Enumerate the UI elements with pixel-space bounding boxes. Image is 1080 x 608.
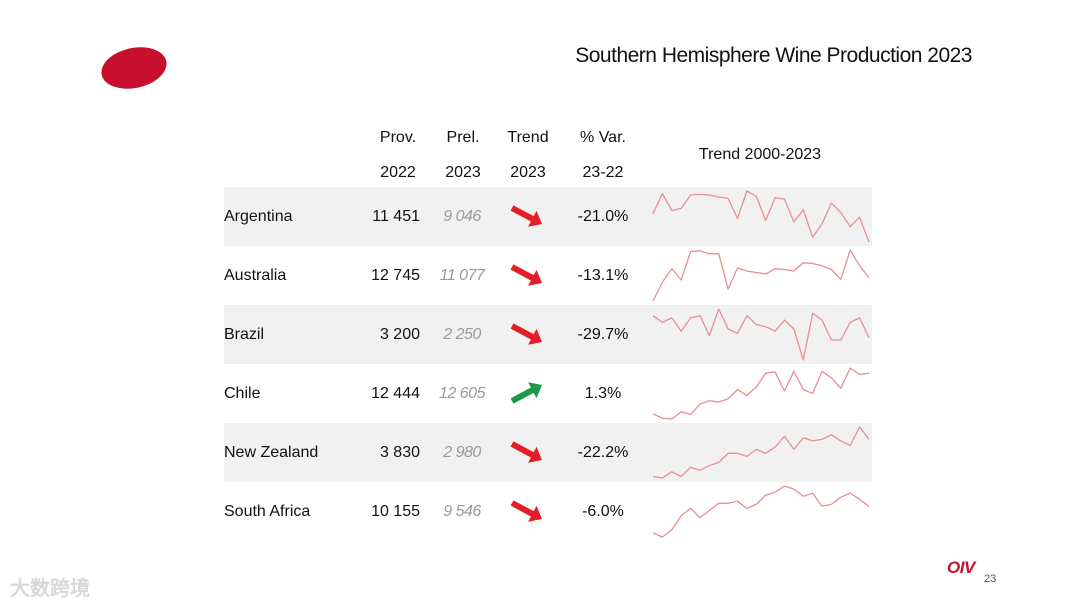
table-row: South Africa 10 155 9 546 -6.0% <box>224 482 872 541</box>
header-prel-line1: Prel. <box>446 129 480 146</box>
sparkline-chart <box>652 426 870 479</box>
header-var-line1: % Var. <box>580 129 626 146</box>
prel-2023-value: 11 077 <box>439 267 485 284</box>
brand-logo-blob <box>101 47 167 89</box>
pct-variation-value: -29.7% <box>577 326 629 343</box>
country-name: Chile <box>224 385 261 402</box>
country-name: South Africa <box>224 503 311 520</box>
trend-down-arrow-icon <box>510 500 543 522</box>
pct-variation-value: -6.0% <box>582 503 624 520</box>
sparkline-chart <box>652 249 870 302</box>
header-prov-line2: 2022 <box>380 164 416 181</box>
sparkline-chart <box>652 190 870 243</box>
prel-2023-value: 9 046 <box>443 208 481 225</box>
header-var-line2: 23-22 <box>582 164 624 181</box>
sparkline-chart <box>652 485 870 538</box>
header-trend-line2: 2023 <box>510 164 546 181</box>
prov-2022-value: 3 200 <box>379 326 420 343</box>
prov-2022-value: 3 830 <box>379 444 420 461</box>
prov-2022-value: 10 155 <box>371 503 420 520</box>
country-name: Australia <box>224 267 287 284</box>
country-name: Argentina <box>224 208 293 225</box>
trend-down-arrow-icon <box>510 264 543 286</box>
header-trend-line1: Trend <box>507 129 549 146</box>
pct-variation-value: -21.0% <box>577 208 629 225</box>
prel-2023-value: 2 250 <box>443 326 481 343</box>
sparkline-series <box>652 485 870 538</box>
page-title: Southern Hemisphere Wine Production 2023 <box>575 44 972 67</box>
prov-2022-value: 12 444 <box>371 385 420 402</box>
country-name: New Zealand <box>224 444 319 461</box>
sparkline-chart <box>652 367 870 420</box>
header-prel-line2: 2023 <box>445 164 481 181</box>
prel-2023-value: 12 605 <box>439 385 485 402</box>
page-number: 23 <box>984 573 997 585</box>
table-row: Australia 12 745 11 077 -13.1% <box>224 246 872 305</box>
table-row: Chile 12 444 12 605 1.3% <box>224 364 872 423</box>
pct-variation-value: 1.3% <box>584 385 622 402</box>
country-name: Brazil <box>224 326 265 343</box>
watermark: 大数跨境 <box>10 578 90 600</box>
pct-variation-value: -22.2% <box>577 444 629 461</box>
trend-down-arrow-icon <box>510 205 543 227</box>
header-sparkline: Trend 2000-2023 <box>698 146 822 163</box>
sparkline-series <box>652 426 870 479</box>
sparkline-series <box>652 190 870 243</box>
table-row: New Zealand 3 830 2 980 -22.2% <box>224 423 872 482</box>
sparkline-series <box>652 249 870 302</box>
prel-2023-value: 9 546 <box>443 503 481 520</box>
oiv-logo: OIV <box>947 558 975 577</box>
header-prov-line1: Prov. <box>379 129 417 146</box>
sparkline-series <box>652 308 870 361</box>
trend-down-arrow-icon <box>510 441 543 463</box>
prov-2022-value: 11 451 <box>372 208 420 225</box>
table-row: Argentina 11 451 9 046 -21.0% <box>224 187 872 246</box>
trend-up-arrow-icon <box>510 382 543 404</box>
pct-variation-value: -13.1% <box>577 267 629 284</box>
sparkline-series <box>652 367 870 420</box>
table-row: Brazil 3 200 2 250 -29.7% <box>224 305 872 364</box>
prov-2022-value: 12 745 <box>371 267 420 284</box>
trend-down-arrow-icon <box>510 323 543 345</box>
prel-2023-value: 2 980 <box>443 444 481 461</box>
sparkline-chart <box>652 308 870 361</box>
